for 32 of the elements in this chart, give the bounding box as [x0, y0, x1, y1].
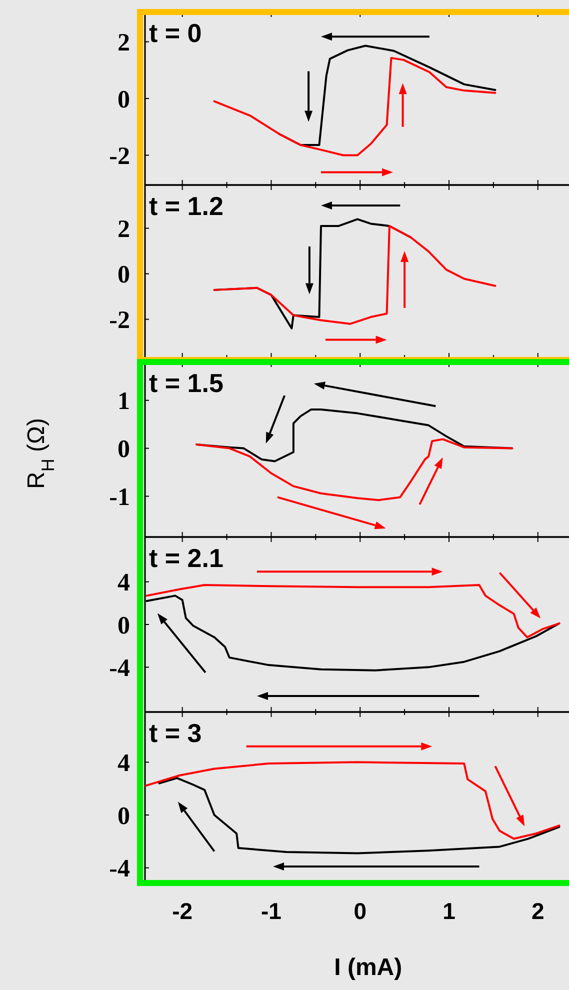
annotation: t = 1.5	[149, 368, 224, 398]
line-series	[213, 224, 496, 325]
y-tick-label: 2	[118, 216, 130, 243]
line-series	[146, 584, 560, 638]
y-tick-label: 4	[118, 570, 130, 597]
x-axis-title: I (mA)	[334, 954, 402, 981]
y-tick-label: -1	[109, 484, 130, 511]
y-tick-label: 1	[118, 388, 130, 416]
y-tick-label: -2	[109, 307, 130, 334]
annotation: t = 0	[149, 18, 202, 48]
line-series	[196, 438, 514, 502]
annotation: t = 3	[149, 718, 202, 748]
y-tick-label: 0	[118, 436, 130, 464]
annotation: t = 2.1	[149, 543, 224, 573]
y-tick-label: 4	[118, 750, 130, 777]
x-tick-label: -2	[172, 898, 193, 924]
y-tick-label: 0	[118, 612, 130, 640]
y-tick-label: 0	[118, 262, 130, 289]
y-tick-label: -4	[109, 654, 130, 682]
line-series	[158, 777, 560, 854]
y-tick-label: -4	[109, 856, 130, 883]
annotation: t = 1.2	[149, 191, 224, 221]
line-series	[145, 761, 560, 840]
x-tick-label: 0	[354, 898, 367, 924]
y-tick-label: -2	[109, 142, 130, 170]
x-tick-label: -1	[260, 898, 282, 924]
line-series	[213, 56, 496, 156]
x-tick-label: 2	[531, 898, 544, 924]
x-tick-label: 1	[442, 898, 456, 924]
y-tick-label: 0	[118, 86, 130, 114]
y-tick-label: 2	[118, 30, 130, 57]
y-tick-label: 0	[118, 802, 130, 830]
